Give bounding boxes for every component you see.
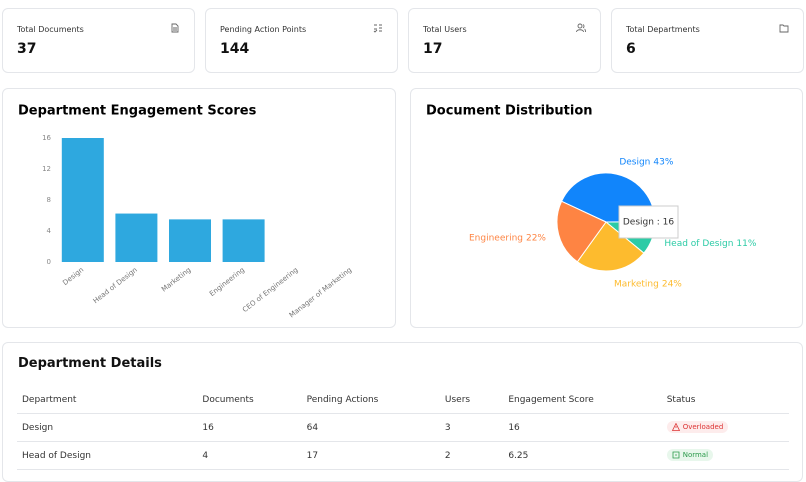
y-tick-label: 8: [47, 196, 51, 204]
stat-card: Pending Action Points 144: [205, 8, 398, 73]
status-text: Normal: [682, 451, 709, 459]
stat-label: Total Departments: [626, 25, 700, 34]
stat-value: 144: [220, 41, 250, 57]
tooltip-box: [618, 205, 679, 239]
pie-chart: Document Distribution Design 43% Head of D…: [426, 104, 757, 289]
header-row: Department Documents Pending Actions Users E…: [17, 387, 789, 414]
table-row: Design 16 64 3 16 Overloaded: [17, 413, 789, 442]
column-header: Engagement Score: [503, 387, 662, 414]
table-cell: 16: [197, 413, 302, 442]
stat-card: Total Users 17: [408, 8, 601, 73]
column-header: Documents: [197, 387, 302, 414]
table-cell: 16: [503, 413, 662, 442]
pie-slice: [576, 221, 645, 272]
table-card: Department Details Department Documents Pe…: [2, 342, 803, 482]
y-tick-label: 16: [42, 134, 51, 142]
status-cell: Normal: [661, 441, 789, 470]
bar: [169, 219, 211, 262]
stat-value: 37: [17, 41, 37, 57]
y-tick-label: 12: [42, 165, 51, 173]
chart-title: Document Distribution: [426, 104, 593, 119]
table-cell: 2: [439, 441, 504, 470]
table-cell: 17: [301, 441, 440, 470]
bar-card: Department Engagement Scores 0 4 8 12 16 Desi…: [2, 88, 396, 328]
icon: [373, 24, 382, 33]
x-tick-label: Engineering: [208, 266, 246, 298]
x-tick-label: CEO of Engineering: [241, 266, 300, 314]
body: Total Documents 37 Pending Action Points…: [2, 8, 804, 482]
icon: [576, 23, 586, 33]
pie-label: Head of Design 11%: [664, 238, 756, 248]
table-row: Head of Design 4 17 2 6.25 Normal: [17, 441, 789, 470]
table-cell: 3: [439, 413, 504, 442]
bar: [222, 219, 265, 262]
pie-label-value: 43%: [653, 157, 673, 167]
table-cell: Design: [17, 413, 198, 442]
stat-label: Pending Action Points: [220, 25, 307, 34]
status-badge: Overloaded: [666, 421, 729, 433]
status-text: Overloaded: [682, 423, 724, 431]
status-icon: [671, 423, 680, 431]
y-tick-label: 0: [47, 258, 51, 266]
pie-label: Design 43%: [619, 157, 674, 167]
bar-chart: Department Engagement Scores 0 4 8 12 16 Desi…: [18, 104, 353, 320]
status-cell: Overloaded: [661, 413, 789, 442]
stat-label: Total Users: [423, 25, 467, 34]
pie-label-value: 11%: [736, 238, 756, 248]
pie-label-name: Engineering: [469, 233, 523, 243]
icon: [171, 23, 179, 33]
table-cell: Head of Design: [17, 441, 198, 470]
y-tick-label: 4: [47, 227, 52, 235]
icon: [779, 24, 789, 33]
pie-label-name: Head of Design: [664, 238, 733, 248]
stat-value: 6: [626, 41, 636, 57]
icon-shape: [671, 423, 680, 431]
x-tick-label: Marketing: [160, 266, 192, 294]
bar: [61, 138, 104, 262]
pie-label-value: 22%: [526, 233, 546, 243]
pie-card: Document Distribution Design 43% Head of D…: [410, 88, 803, 328]
stat-value: 17: [423, 41, 443, 57]
bar: [115, 213, 158, 262]
chart-title: Department Engagement Scores: [18, 104, 257, 119]
pie-label-name: Marketing: [614, 279, 659, 289]
column-header: Department: [17, 387, 198, 414]
stat-card: Total Documents 37: [2, 8, 195, 73]
column-header: Pending Actions: [301, 387, 440, 414]
pie-label: Engineering 22%: [469, 233, 546, 243]
tooltip: Design : 16: [623, 218, 675, 228]
pie-slice: [556, 200, 607, 263]
stat-label: Total Documents: [17, 25, 84, 34]
pie-label: Marketing 24%: [614, 279, 682, 289]
page: {"stats": [ {"label": "Total Documents",…: [2, 8, 804, 482]
column-header: Users: [439, 387, 504, 414]
x-tick-label: Manager of Marketing: [288, 266, 353, 320]
pie-label-value: 24%: [662, 279, 682, 289]
x-tick-label: Head of Design: [92, 266, 139, 305]
pie-label-name: Design: [619, 157, 650, 167]
table: Department Documents Pending Actions Users E…: [17, 387, 789, 470]
status-icon: [672, 451, 680, 459]
table-cell: 6.25: [503, 441, 662, 470]
icon-shape: [672, 451, 680, 459]
table-cell: 64: [301, 413, 440, 442]
table-cell: 4: [197, 441, 302, 470]
column-header: Status: [661, 387, 789, 414]
status-badge: Normal: [666, 449, 714, 461]
stat-card: Total Departments 6: [611, 8, 804, 73]
x-tick-label: Design: [61, 266, 85, 287]
table-title: Department Details: [18, 356, 162, 371]
